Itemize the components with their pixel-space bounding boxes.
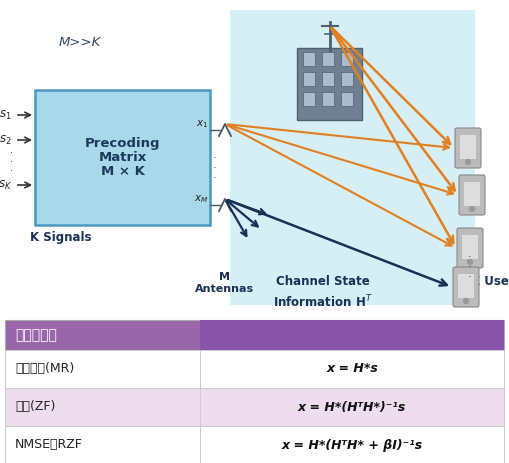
Text: $x_1$: $x_1$ bbox=[195, 118, 208, 130]
FancyBboxPatch shape bbox=[458, 274, 474, 298]
FancyBboxPatch shape bbox=[342, 92, 353, 106]
Text: 预编码类型: 预编码类型 bbox=[15, 328, 57, 342]
FancyBboxPatch shape bbox=[455, 128, 481, 168]
FancyBboxPatch shape bbox=[303, 52, 316, 66]
Text: NMSE或RZF: NMSE或RZF bbox=[15, 438, 83, 451]
Text: ·
·
·: · · · bbox=[11, 148, 14, 176]
Text: $s_2$: $s_2$ bbox=[0, 133, 12, 147]
FancyBboxPatch shape bbox=[323, 72, 334, 86]
FancyBboxPatch shape bbox=[303, 92, 316, 106]
FancyBboxPatch shape bbox=[5, 350, 200, 388]
Text: $s_K$: $s_K$ bbox=[0, 178, 12, 192]
Text: x = H*(HᵀH* + βI)⁻¹s: x = H*(HᵀH* + βI)⁻¹s bbox=[281, 438, 422, 451]
FancyBboxPatch shape bbox=[5, 426, 200, 463]
Circle shape bbox=[466, 159, 470, 164]
Text: 追零(ZF): 追零(ZF) bbox=[15, 400, 55, 413]
FancyBboxPatch shape bbox=[342, 72, 353, 86]
FancyBboxPatch shape bbox=[457, 228, 483, 268]
FancyBboxPatch shape bbox=[342, 52, 353, 66]
FancyBboxPatch shape bbox=[453, 267, 479, 307]
Text: Channel State
Information H$^T$: Channel State Information H$^T$ bbox=[273, 275, 372, 310]
FancyBboxPatch shape bbox=[323, 92, 334, 106]
FancyBboxPatch shape bbox=[5, 320, 504, 350]
Text: $x_M$: $x_M$ bbox=[193, 193, 208, 205]
FancyBboxPatch shape bbox=[200, 426, 504, 463]
FancyBboxPatch shape bbox=[459, 175, 485, 215]
Circle shape bbox=[467, 259, 472, 264]
Text: ·
·
·: · · · bbox=[213, 153, 217, 183]
Text: Matrix: Matrix bbox=[98, 151, 147, 164]
Text: M × K: M × K bbox=[101, 165, 145, 178]
FancyBboxPatch shape bbox=[200, 350, 504, 388]
Text: M>>K: M>>K bbox=[59, 36, 101, 49]
FancyBboxPatch shape bbox=[464, 182, 480, 206]
FancyBboxPatch shape bbox=[460, 135, 476, 159]
Text: K Signals: K Signals bbox=[30, 232, 92, 244]
FancyBboxPatch shape bbox=[35, 90, 210, 225]
Text: K Users: K Users bbox=[471, 275, 509, 288]
Text: 最大比率(MR): 最大比率(MR) bbox=[15, 363, 74, 375]
Circle shape bbox=[464, 299, 468, 304]
Text: $s_1$: $s_1$ bbox=[0, 108, 12, 122]
FancyBboxPatch shape bbox=[297, 48, 362, 120]
Text: x = H*s: x = H*s bbox=[326, 363, 378, 375]
FancyBboxPatch shape bbox=[323, 52, 334, 66]
FancyBboxPatch shape bbox=[200, 320, 504, 350]
Text: Precoding: Precoding bbox=[85, 137, 160, 150]
FancyBboxPatch shape bbox=[5, 388, 200, 426]
Circle shape bbox=[469, 206, 474, 212]
FancyBboxPatch shape bbox=[200, 388, 504, 426]
Text: ·
·
·: · · · bbox=[468, 252, 472, 282]
FancyBboxPatch shape bbox=[230, 10, 475, 305]
FancyBboxPatch shape bbox=[462, 235, 478, 259]
Text: M
Antennas: M Antennas bbox=[195, 272, 254, 294]
FancyBboxPatch shape bbox=[303, 72, 316, 86]
Text: x = H*(HᵀH*)⁻¹s: x = H*(HᵀH*)⁻¹s bbox=[298, 400, 406, 413]
